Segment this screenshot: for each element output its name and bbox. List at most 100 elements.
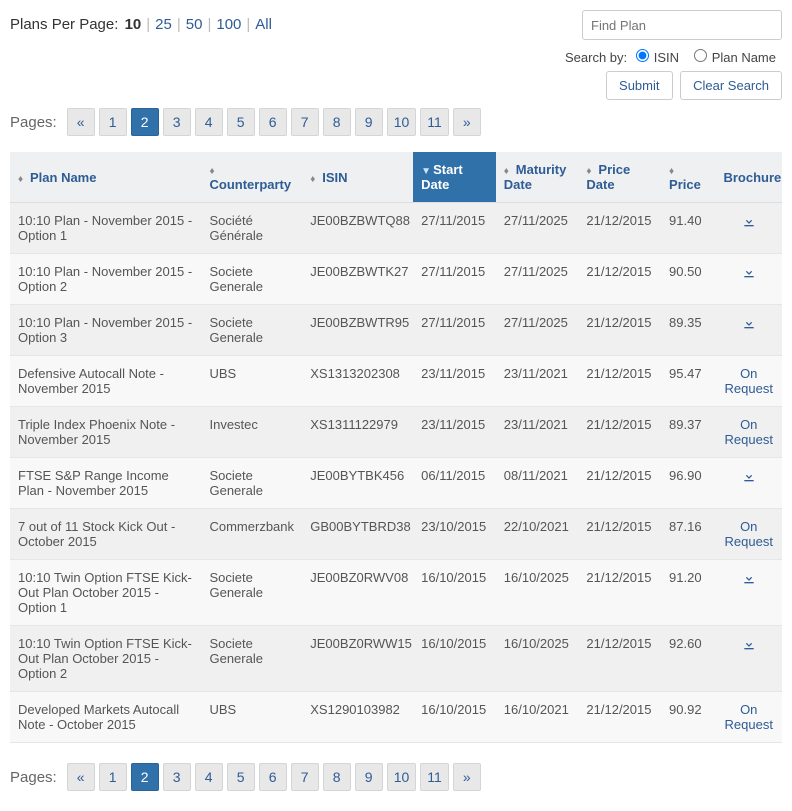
cell-start-date: 27/11/2015 bbox=[413, 305, 496, 356]
download-icon[interactable] bbox=[741, 264, 757, 280]
cell-counterparty: Societe Generale bbox=[201, 305, 302, 356]
submit-button[interactable]: Submit bbox=[606, 71, 672, 100]
page-3[interactable]: 3 bbox=[163, 763, 191, 791]
page-2[interactable]: 2 bbox=[131, 108, 159, 136]
cell-brochure bbox=[715, 203, 782, 254]
on-request-link[interactable]: On Request bbox=[725, 366, 773, 396]
on-request-link[interactable]: On Request bbox=[725, 702, 773, 732]
page-9[interactable]: 9 bbox=[355, 108, 383, 136]
page-8[interactable]: 8 bbox=[323, 108, 351, 136]
cell-brochure: On Request bbox=[715, 356, 782, 407]
col-start-date[interactable]: ▼Start Date bbox=[413, 152, 496, 203]
find-plan-input[interactable] bbox=[582, 10, 782, 40]
cell-price-date: 21/12/2015 bbox=[578, 254, 661, 305]
download-icon[interactable] bbox=[741, 468, 757, 484]
cell-isin: JE00BZ0RWW15 bbox=[302, 626, 413, 692]
clear-search-button[interactable]: Clear Search bbox=[680, 71, 782, 100]
download-icon[interactable] bbox=[741, 570, 757, 586]
table-row: Defensive Autocall Note - November 2015U… bbox=[10, 356, 782, 407]
on-request-link[interactable]: On Request bbox=[725, 519, 773, 549]
page-2[interactable]: 2 bbox=[131, 763, 159, 791]
plans-per-page-option[interactable]: 25 bbox=[153, 16, 174, 33]
cell-plan-name: 10:10 Twin Option FTSE Kick-Out Plan Oct… bbox=[10, 560, 201, 626]
search-by-row: Search by: ISIN Plan Name bbox=[565, 46, 782, 65]
cell-price: 91.40 bbox=[661, 203, 715, 254]
cell-price-date: 21/12/2015 bbox=[578, 458, 661, 509]
search-by-planname-radio[interactable] bbox=[694, 49, 707, 62]
plans-per-page-option[interactable]: 100 bbox=[214, 16, 243, 33]
page-11[interactable]: 11 bbox=[420, 108, 449, 136]
table-row: 7 out of 11 Stock Kick Out - October 201… bbox=[10, 509, 782, 560]
page-8[interactable]: 8 bbox=[323, 763, 351, 791]
page-next[interactable]: » bbox=[453, 763, 481, 791]
cell-counterparty: Societe Generale bbox=[201, 626, 302, 692]
cell-brochure bbox=[715, 305, 782, 356]
cell-plan-name: FTSE S&P Range Income Plan - November 20… bbox=[10, 458, 201, 509]
plans-per-page-option[interactable]: 50 bbox=[184, 16, 205, 33]
plans-per-page-option[interactable]: All bbox=[253, 16, 274, 33]
cell-isin: JE00BZBWTK27 bbox=[302, 254, 413, 305]
col-maturity-date[interactable]: ♦Maturity Date bbox=[496, 152, 579, 203]
page-10[interactable]: 10 bbox=[387, 763, 417, 791]
page-10[interactable]: 10 bbox=[387, 108, 417, 136]
search-by-isin-radio[interactable] bbox=[636, 49, 649, 62]
table-row: 10:10 Twin Option FTSE Kick-Out Plan Oct… bbox=[10, 560, 782, 626]
cell-plan-name: 10:10 Plan - November 2015 - Option 3 bbox=[10, 305, 201, 356]
col-counterparty[interactable]: ♦Counterparty bbox=[201, 152, 302, 203]
cell-price: 95.47 bbox=[661, 356, 715, 407]
download-icon[interactable] bbox=[741, 315, 757, 331]
page-7[interactable]: 7 bbox=[291, 763, 319, 791]
cell-isin: JE00BZBWTR95 bbox=[302, 305, 413, 356]
cell-isin: GB00BYTBRD38 bbox=[302, 509, 413, 560]
cell-counterparty: Société Générale bbox=[201, 203, 302, 254]
page-1[interactable]: 1 bbox=[99, 763, 127, 791]
sort-icon: ♦ bbox=[18, 175, 26, 185]
cell-counterparty: Investec bbox=[201, 407, 302, 458]
page-7[interactable]: 7 bbox=[291, 108, 319, 136]
page-5[interactable]: 5 bbox=[227, 763, 255, 791]
cell-brochure bbox=[715, 560, 782, 626]
cell-price-date: 21/12/2015 bbox=[578, 203, 661, 254]
plans-per-page: Plans Per Page: 10|25|50|100|All bbox=[10, 10, 274, 33]
cell-start-date: 06/11/2015 bbox=[413, 458, 496, 509]
page-6[interactable]: 6 bbox=[259, 763, 287, 791]
cell-start-date: 27/11/2015 bbox=[413, 254, 496, 305]
page-4[interactable]: 4 bbox=[195, 108, 223, 136]
cell-price-date: 21/12/2015 bbox=[578, 356, 661, 407]
cell-counterparty: UBS bbox=[201, 356, 302, 407]
page-5[interactable]: 5 bbox=[227, 108, 255, 136]
cell-maturity-date: 16/10/2025 bbox=[496, 560, 579, 626]
search-by-label: Search by: bbox=[565, 50, 627, 65]
page-3[interactable]: 3 bbox=[163, 108, 191, 136]
cell-price: 92.60 bbox=[661, 626, 715, 692]
page-1[interactable]: 1 bbox=[99, 108, 127, 136]
cell-price: 90.50 bbox=[661, 254, 715, 305]
table-row: 10:10 Plan - November 2015 - Option 1Soc… bbox=[10, 203, 782, 254]
page-11[interactable]: 11 bbox=[420, 763, 449, 791]
cell-brochure bbox=[715, 458, 782, 509]
cell-start-date: 23/10/2015 bbox=[413, 509, 496, 560]
cell-price: 96.90 bbox=[661, 458, 715, 509]
download-icon[interactable] bbox=[741, 213, 757, 229]
cell-counterparty: Societe Generale bbox=[201, 254, 302, 305]
page-next[interactable]: » bbox=[453, 108, 481, 136]
pages-label: Pages: bbox=[10, 769, 57, 786]
col-isin[interactable]: ♦ISIN bbox=[302, 152, 413, 203]
col-price-date[interactable]: ♦Price Date bbox=[578, 152, 661, 203]
search-by-planname-label: Plan Name bbox=[712, 50, 776, 65]
pagination-top: Pages: «1234567891011» bbox=[10, 108, 782, 136]
page-prev[interactable]: « bbox=[67, 763, 95, 791]
cell-isin: JE00BYTBK456 bbox=[302, 458, 413, 509]
page-9[interactable]: 9 bbox=[355, 763, 383, 791]
col-plan-name[interactable]: ♦Plan Name bbox=[10, 152, 201, 203]
page-6[interactable]: 6 bbox=[259, 108, 287, 136]
col-price[interactable]: ♦Price bbox=[661, 152, 715, 203]
cell-start-date: 27/11/2015 bbox=[413, 203, 496, 254]
plans-per-page-option[interactable]: 10 bbox=[123, 16, 144, 33]
table-row: 10:10 Twin Option FTSE Kick-Out Plan Oct… bbox=[10, 626, 782, 692]
page-prev[interactable]: « bbox=[67, 108, 95, 136]
download-icon[interactable] bbox=[741, 636, 757, 652]
page-4[interactable]: 4 bbox=[195, 763, 223, 791]
on-request-link[interactable]: On Request bbox=[725, 417, 773, 447]
cell-start-date: 23/11/2015 bbox=[413, 356, 496, 407]
